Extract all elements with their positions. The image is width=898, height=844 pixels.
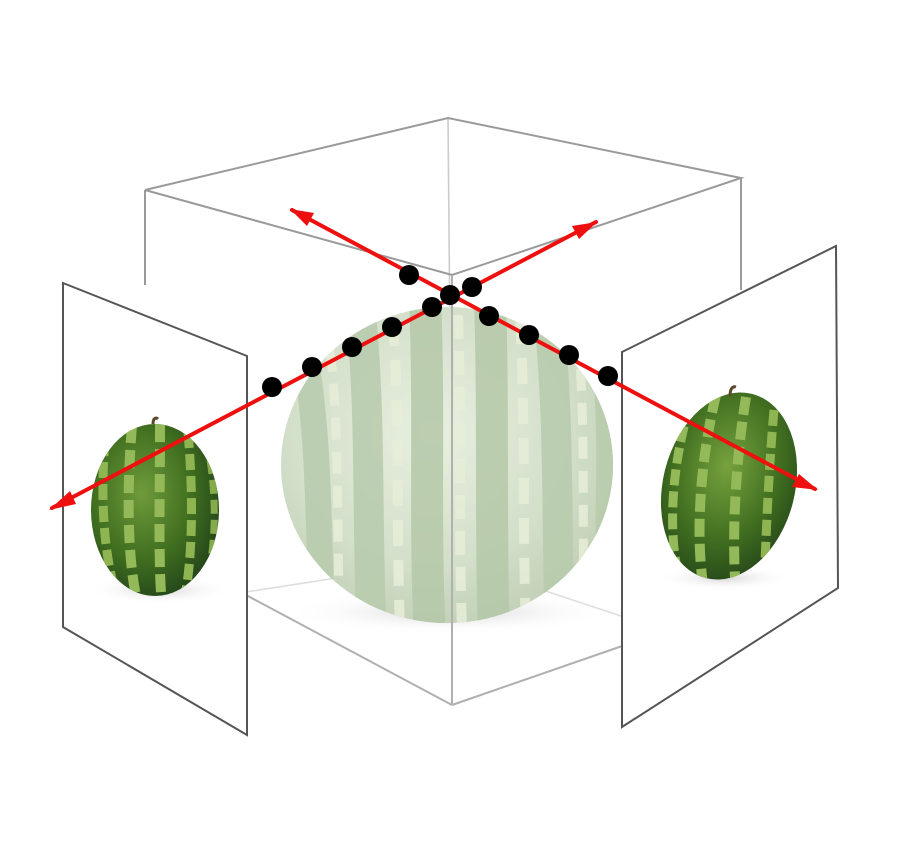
sample-point <box>479 306 499 326</box>
sample-point <box>382 317 402 337</box>
sample-point <box>519 325 539 345</box>
right-ray-arrowhead <box>792 474 818 490</box>
cube-top-face <box>144 116 745 277</box>
cube-edge-front-bottom-right <box>451 644 626 706</box>
right-image-plane <box>621 244 840 729</box>
sample-point <box>440 285 460 305</box>
sample-point <box>559 345 579 365</box>
cube-edge-front-bottom-left <box>245 594 453 706</box>
cube-front-edges <box>144 116 745 706</box>
right-ray-tail-arrowhead <box>290 209 314 226</box>
left-ray-tail-arrowhead <box>572 222 597 239</box>
right-ray <box>290 208 817 491</box>
camera-rays <box>49 208 818 510</box>
sample-points <box>262 265 618 397</box>
sample-point <box>342 337 362 357</box>
left-image-plane <box>62 281 248 737</box>
right-view-watermelon <box>660 385 798 593</box>
left-ray <box>50 220 598 510</box>
sample-point <box>399 265 419 285</box>
sample-point <box>302 357 322 377</box>
sample-point <box>262 377 282 397</box>
sample-point <box>598 366 618 386</box>
sample-point <box>422 297 442 317</box>
left-ray-arrowhead <box>49 491 76 510</box>
sample-point <box>462 277 482 297</box>
